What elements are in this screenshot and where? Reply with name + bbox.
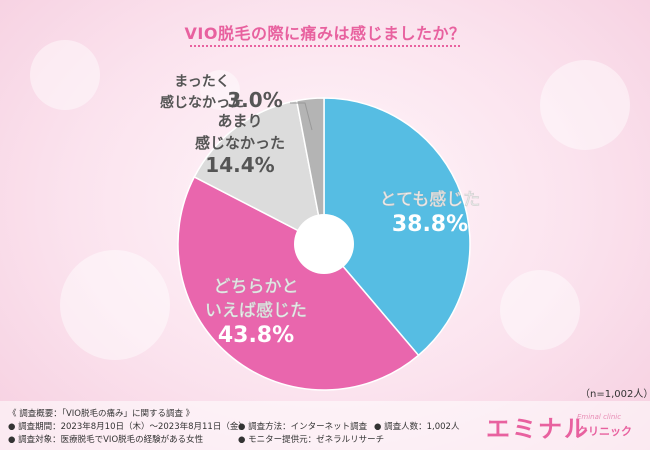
slice-percentage-label: 3.0%: [227, 88, 282, 112]
survey-method: ● 調査方法：インターネット調査: [238, 422, 368, 432]
survey-provider: ● モニター提供元：ゼネラルリサーチ: [238, 435, 385, 445]
survey-footer: 《 調査概要：「VIO脱毛の痛み」に関する調査 》 ● 調査期間：2023年8月…: [0, 401, 650, 450]
sample-size-note: （n=1,002人）: [580, 389, 650, 400]
survey-count: ● 調査人数：1,002人: [374, 422, 460, 432]
slice-category-label: どちらかと: [214, 277, 299, 297]
clinic-logo: エミナル: [486, 415, 590, 443]
slice-category-label: いえば感じた: [205, 300, 307, 321]
slice-category-label: あまり: [217, 112, 262, 130]
pie-chart: とても感じた38.8%どちらかといえば感じた43.8%あまり感じなかった14.4…: [160, 74, 481, 391]
bokeh-decoration: [540, 60, 630, 150]
slice-percentage-label: 43.8%: [218, 323, 294, 348]
bokeh-decoration: [30, 40, 100, 110]
pie-slice: [295, 97, 325, 245]
slice-percentage-label: 14.4%: [205, 153, 274, 177]
clinic-logo-sub: クリニック: [577, 425, 632, 438]
slice-category-label: まったく: [174, 74, 229, 90]
survey-period: ● 調査期間：2023年8月10日（木）～2023年8月11日（金）: [8, 422, 247, 432]
bokeh-decoration: [60, 250, 170, 360]
slice-category-label: 感じなかった: [195, 134, 285, 152]
chart-title: VIO脱毛の際に痛みは感じましたか？: [184, 24, 466, 43]
pie-slice: [323, 97, 471, 357]
pie-slice: [193, 99, 326, 246]
clinic-logo-tagline: Eminal clinic: [577, 413, 622, 421]
survey-target: ● 調査対象：医療脱毛でVIO脱毛の経験がある女性: [8, 435, 204, 445]
pie-slice: [177, 175, 420, 391]
label-leader-line: [290, 102, 313, 131]
bokeh-decoration: [200, 70, 240, 110]
donut-hole: [294, 214, 354, 274]
survey-summary: 《 調査概要：「VIO脱毛の痛み」に関する調査 》: [8, 409, 195, 419]
slice-percentage-label: 38.8%: [392, 212, 468, 237]
title-underline: [190, 45, 460, 47]
bokeh-decoration: [500, 270, 580, 350]
slice-category-label: とても感じた: [380, 189, 481, 210]
slice-category-label: 感じなかった: [160, 94, 244, 111]
